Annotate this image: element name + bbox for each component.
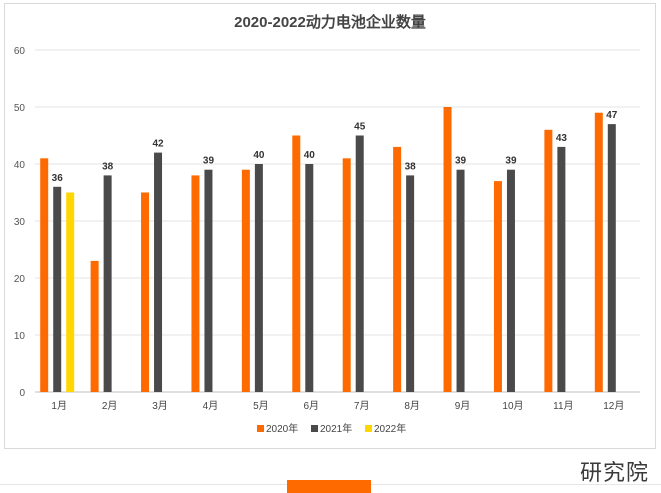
x-tick-label: 12月 xyxy=(603,400,624,412)
bar-2021年-3月 xyxy=(154,152,163,392)
bar-2021年-12月 xyxy=(607,124,616,392)
bar-2020年-5月 xyxy=(241,169,250,392)
data-label: 36 xyxy=(52,173,64,184)
x-tick-label: 10月 xyxy=(502,400,523,412)
x-tick-label: 6月 xyxy=(304,400,320,412)
data-labels: 36 38 42 39 40 40 45 38 39 39 43 47 xyxy=(52,110,618,184)
y-tick-label: 30 xyxy=(14,217,26,228)
footer-brand: 研究院 xyxy=(579,461,649,486)
y-tick-label: 40 xyxy=(14,160,26,171)
x-tick-label: 2月 xyxy=(102,400,118,412)
data-label: 39 xyxy=(505,156,517,167)
bar-2021年-11月 xyxy=(557,146,566,392)
x-tick-label: 8月 xyxy=(404,400,420,412)
bar-2021年-5月 xyxy=(254,164,263,392)
x-tick-label: 9月 xyxy=(455,400,471,412)
x-tick-label: 1月 xyxy=(51,400,67,412)
bar-2020年-2月 xyxy=(90,260,99,392)
legend: 2020年 2021年 2022年 xyxy=(257,422,406,435)
data-label: 47 xyxy=(606,110,618,121)
footer-accent-bar xyxy=(287,480,371,493)
bar-2020年-12月 xyxy=(594,112,603,392)
bar-2021年-8月 xyxy=(406,175,415,392)
legend-label: 2021年 xyxy=(320,422,352,435)
data-label: 45 xyxy=(354,122,366,133)
legend-swatch xyxy=(311,425,318,432)
legend-swatch xyxy=(257,425,264,432)
bar-2021年-9月 xyxy=(456,169,465,392)
data-label: 42 xyxy=(152,139,164,150)
data-label: 40 xyxy=(253,150,265,161)
bar-2022年-1月 xyxy=(66,192,75,392)
bar-2020年-6月 xyxy=(292,135,301,392)
chart-title: 2020-2022动力电池企业数量 xyxy=(234,13,426,31)
bar-2021年-10月 xyxy=(506,169,515,392)
bar-2020年-3月 xyxy=(141,192,150,392)
bar-2021年-1月 xyxy=(53,186,62,392)
legend-swatch xyxy=(365,425,372,432)
data-label: 39 xyxy=(203,156,215,167)
y-axis-ticks: 0 10 20 30 40 50 60 xyxy=(14,46,26,399)
data-label: 38 xyxy=(102,161,114,172)
bar-2020年-1月 xyxy=(40,158,49,392)
data-label: 40 xyxy=(304,150,316,161)
legend-label: 2020年 xyxy=(266,422,298,435)
bar-2021年-6月 xyxy=(305,164,314,392)
bar-2020年-4月 xyxy=(191,175,200,392)
grid-lines xyxy=(35,49,640,393)
bar-2020年-9月 xyxy=(443,107,452,392)
x-tick-label: 7月 xyxy=(354,400,370,412)
x-tick-label: 4月 xyxy=(203,400,219,412)
bar-2021年-7月 xyxy=(355,135,364,392)
bar-2020年-7月 xyxy=(342,158,351,392)
y-tick-label: 10 xyxy=(14,331,26,342)
bar-2020年-11月 xyxy=(544,129,553,393)
data-label: 43 xyxy=(556,133,568,144)
bar-2021年-2月 xyxy=(103,175,112,392)
bar-2020年-10月 xyxy=(493,181,502,392)
bar-2021年-4月 xyxy=(204,169,213,392)
data-label: 39 xyxy=(455,156,467,167)
bars xyxy=(40,107,616,393)
y-tick-label: 20 xyxy=(14,274,26,285)
data-label: 38 xyxy=(405,161,417,172)
y-tick-label: 50 xyxy=(14,103,26,114)
bar-2020年-8月 xyxy=(393,146,402,392)
y-tick-label: 60 xyxy=(14,46,26,57)
legend-label: 2022年 xyxy=(374,422,406,435)
x-axis-ticks: 1月 2月 3月 4月 5月 6月 7月 8月 9月 10月 11月 12月 xyxy=(51,400,624,412)
x-tick-label: 3月 xyxy=(152,400,168,412)
x-tick-label: 11月 xyxy=(553,400,573,412)
x-tick-label: 5月 xyxy=(253,400,269,412)
y-tick-label: 0 xyxy=(19,388,25,399)
